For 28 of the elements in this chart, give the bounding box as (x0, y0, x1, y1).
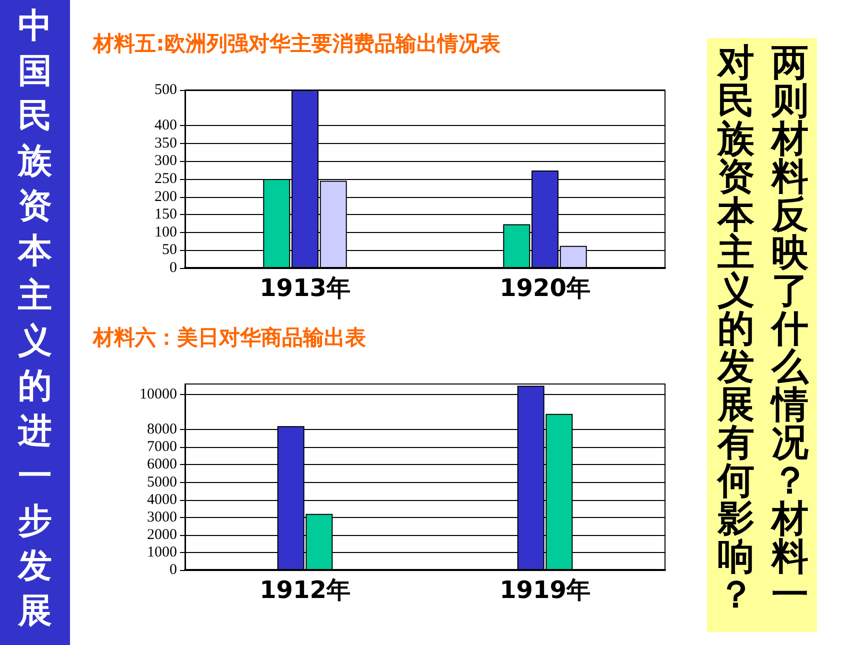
y-tick-label: 5000 (147, 474, 177, 490)
y-tick-label: 100 (154, 224, 177, 240)
y-tick-label: 500 (154, 82, 177, 98)
y-tick-label: 300 (154, 153, 177, 170)
chart-title: 材料五:欧洲列强对华主要消费品输出情况表 (92, 32, 500, 56)
chart-title: 材料六：美日对华商品输出表 (92, 326, 366, 350)
y-tick-label: 10000 (140, 386, 177, 403)
y-tick-label: 7000 (147, 439, 177, 456)
y-tick-label: 0 (170, 562, 177, 578)
y-tick-label: 6000 (147, 456, 177, 473)
x-tick-label: 1920年 (500, 274, 590, 302)
y-tick-label: 4000 (147, 492, 177, 508)
y-tick-label: 3000 (147, 509, 177, 526)
chart-title: 中国民族资本主义的进一步发展 (18, 6, 52, 631)
x-tick-label: 1919年 (500, 576, 590, 604)
text: 两则材料反映了什么情况？材料一对民族资本主义的发展有何影响？ (718, 41, 808, 616)
x-tick-label: 1913年 (260, 274, 350, 302)
y-tick-label: 1000 (147, 544, 177, 560)
y-tick-label: 250 (154, 171, 177, 187)
y-tick-label: 0 (170, 260, 177, 276)
y-tick-label: 200 (154, 188, 177, 205)
y-tick-label: 8000 (147, 422, 177, 438)
y-tick-label: 50 (162, 242, 177, 258)
y-tick-label: 350 (154, 135, 177, 152)
y-tick-label: 400 (154, 118, 177, 134)
x-tick-label: 1912年 (260, 576, 350, 604)
y-tick-label: 150 (154, 206, 177, 223)
y-tick-label: 2000 (147, 526, 177, 543)
